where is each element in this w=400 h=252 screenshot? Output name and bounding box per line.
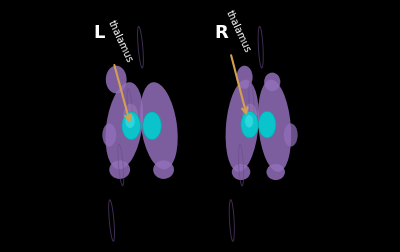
Ellipse shape: [122, 112, 140, 140]
Ellipse shape: [232, 164, 250, 180]
Ellipse shape: [126, 114, 135, 128]
Text: L: L: [93, 24, 104, 42]
Ellipse shape: [258, 111, 276, 138]
Ellipse shape: [242, 104, 257, 128]
Ellipse shape: [153, 161, 174, 179]
Ellipse shape: [258, 80, 291, 172]
Ellipse shape: [241, 111, 258, 138]
Ellipse shape: [123, 104, 138, 128]
Ellipse shape: [284, 123, 298, 147]
Text: thalamus: thalamus: [106, 19, 135, 64]
Ellipse shape: [106, 66, 127, 93]
Text: R: R: [214, 24, 228, 42]
Ellipse shape: [266, 164, 285, 180]
Ellipse shape: [236, 66, 253, 89]
Ellipse shape: [143, 112, 161, 140]
Ellipse shape: [102, 123, 116, 147]
Ellipse shape: [226, 80, 259, 172]
Ellipse shape: [109, 161, 130, 179]
Ellipse shape: [264, 73, 280, 91]
Ellipse shape: [140, 82, 178, 169]
Text: thalamus: thalamus: [224, 9, 253, 54]
Ellipse shape: [106, 82, 143, 169]
Ellipse shape: [245, 115, 253, 128]
